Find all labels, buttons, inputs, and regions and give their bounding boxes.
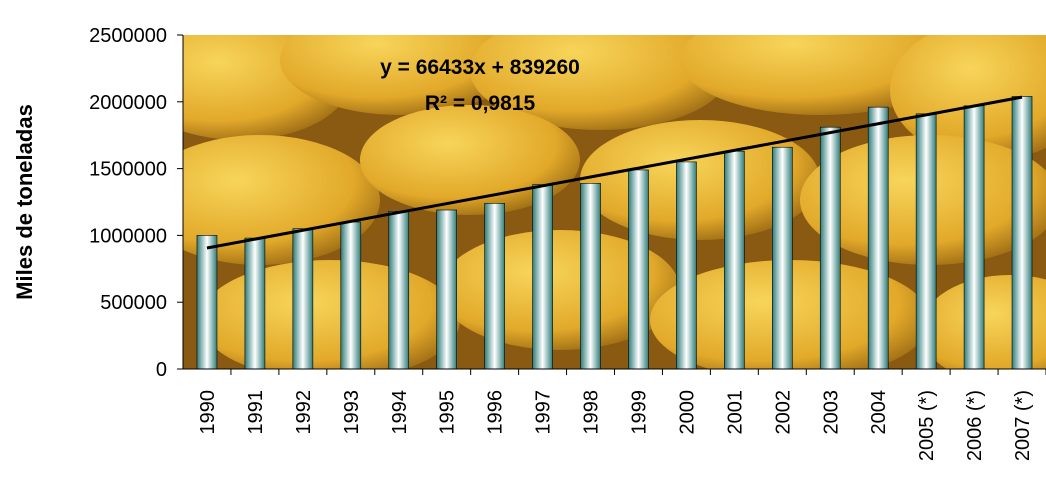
bar [772,146,793,370]
bar [1011,96,1033,370]
x-tick-label: 1997 [533,390,555,435]
x-tick-label: 1995 [437,390,459,435]
bar [724,150,745,370]
bar [532,184,553,370]
bar [292,228,314,370]
y-tick-label: 1000000 [89,225,167,247]
bar [196,235,218,370]
y-tick-label: 500000 [100,292,167,314]
x-tick-label: 1993 [341,390,363,435]
y-axis-label: Miles de toneladas [12,104,37,300]
x-tick-label: 2000 [676,390,698,435]
x-tick-label: 1998 [581,390,603,435]
x-tick-label: 2005 (*) [916,390,938,461]
bar [963,105,985,370]
bar [628,169,649,370]
x-tick-label: 2006 (*) [964,390,986,461]
bar [867,106,889,370]
bar [915,113,937,370]
x-tick-label: 1994 [389,390,411,435]
bar [388,211,410,370]
x-tick-label: 2003 [820,390,842,435]
x-tick-label: 2002 [772,390,794,435]
x-tick-label: 2004 [868,390,890,435]
bar [819,126,841,370]
x-tick-label: 1990 [197,390,219,435]
x-tick-label: 1992 [293,390,315,435]
y-tick-label: 2000000 [89,92,167,114]
trend-equation: y = 66433x + 839260 [380,56,580,79]
background-photo [183,35,1046,369]
x-tick-label: 1996 [485,390,507,435]
bar [676,161,697,370]
trend-r2: R² = 0,9815 [425,92,536,115]
y-tick-label: 1500000 [89,159,167,181]
x-tick-label: 1999 [628,390,650,435]
bar [436,209,457,370]
bar [580,182,601,370]
bar [244,237,266,370]
trendline [206,95,1023,250]
y-tick-label: 0 [156,359,167,381]
x-tick-label: 2007 (*) [1012,390,1034,461]
bar [340,221,362,370]
x-tick-label: 1991 [245,390,267,435]
bar [484,203,505,370]
x-tick-label: 2001 [724,390,746,435]
y-tick-label: 2500000 [89,25,167,47]
